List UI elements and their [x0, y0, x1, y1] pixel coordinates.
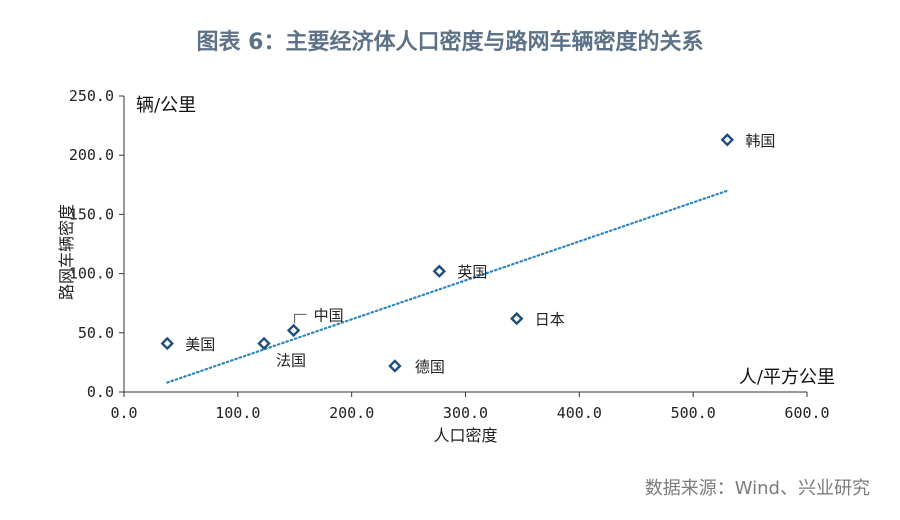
data-point: [720, 133, 735, 147]
data-point: [510, 311, 524, 326]
trend-line: [166, 189, 729, 384]
point-label: 中国: [314, 306, 344, 324]
y-tick-label: 100.0: [69, 265, 114, 283]
y-axis-title: 路网车辆密度: [57, 204, 76, 300]
point-label: 美国: [185, 335, 215, 353]
x-tick-label: 600.0: [784, 404, 829, 422]
point-label: 德国: [415, 358, 445, 376]
x-tick-label: 200.0: [329, 404, 374, 422]
data-point: [432, 264, 447, 278]
x-tick-label: 100.0: [215, 404, 260, 422]
data-point: [160, 336, 174, 351]
y-tick-label: 50.0: [78, 324, 114, 342]
data-point: [257, 336, 271, 351]
data-source: 数据来源：Wind、兴业研究: [644, 478, 870, 499]
point-label: 韩国: [745, 132, 775, 150]
y-tick-label: 250.0: [69, 87, 114, 105]
point-label: 法国: [276, 351, 306, 369]
x-tick-label: 500.0: [671, 404, 716, 422]
y-tick-label: 0.0: [87, 383, 114, 401]
data-point: [286, 323, 301, 338]
x-axis-title: 人口密度: [433, 426, 497, 445]
x-tick-label: 300.0: [443, 404, 488, 422]
label-leader-line: [294, 313, 307, 324]
y-tick-label: 200.0: [69, 146, 114, 164]
y-unit-label: 辆/公里: [136, 95, 196, 116]
point-label: 日本: [535, 311, 565, 329]
y-tick-label: 150.0: [69, 205, 114, 223]
point-label: 英国: [457, 263, 487, 281]
x-tick-label: 400.0: [557, 404, 602, 422]
x-tick-label: 0.0: [110, 404, 137, 422]
data-point: [388, 359, 402, 373]
x-unit-label: 人/平方公里: [739, 367, 835, 388]
chart-title: 图表 6：主要经济体人口密度与路网车辆密度的关系: [196, 30, 704, 55]
